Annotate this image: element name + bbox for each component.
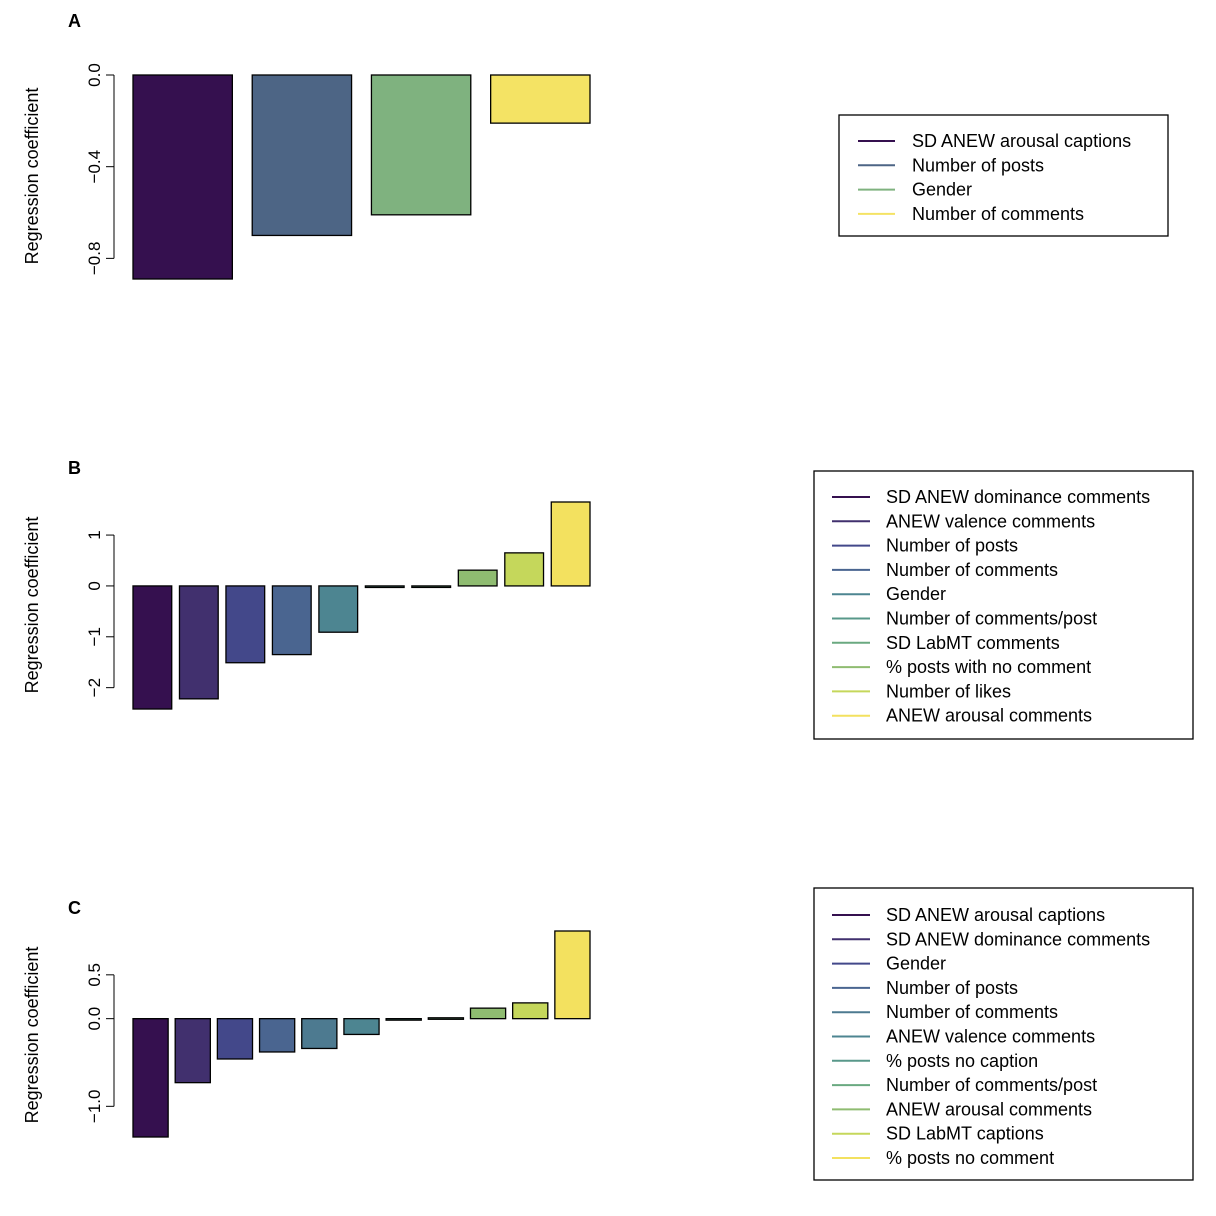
bar-8 [427,1017,465,1020]
legend-label: SD ANEW dominance comments [886,487,1150,507]
legend-label: Number of comments [912,204,1084,224]
y-tick-label: 0.0 [85,63,104,87]
panel-letter: C [68,898,81,918]
bar-3 [370,74,472,216]
bar-3 [216,1018,254,1060]
legend-label: Number of comments/post [886,1075,1097,1095]
bar-7 [385,1018,422,1021]
bar-10 [512,1002,549,1020]
panel-letter: B [68,458,81,478]
legend-label: SD LabMT comments [886,633,1060,653]
bar-6 [364,585,405,589]
legend-label: Number of posts [912,155,1044,175]
panel-c: C Regression coefficient 0.5 0.0 −1.0 SD ANEW… [22,887,1194,1181]
bar-2 [174,1018,211,1084]
legend-label: Number of posts [886,536,1018,556]
y-tick-label: 0.5 [85,963,104,987]
bar-1 [132,1018,169,1138]
bar-5 [318,585,359,633]
legend-label: SD LabMT captions [886,1124,1044,1144]
legend: SD ANEW arousal captions SD ANEW dominanc… [813,887,1194,1181]
y-tick-label: 1 [85,530,104,539]
bar-4 [490,74,591,124]
legend-label: Number of likes [886,681,1011,701]
bar-5 [301,1018,338,1050]
panel-a: A Regression coefficient 0.0 −0.4 −0.8 SD ANE… [22,11,1169,280]
y-tick-label: −0.4 [85,150,104,184]
legend-box [813,887,1194,1181]
bar-2 [178,585,219,700]
panel-b: B Regression coefficient 1 0 −1 −2 SD ANEW dom… [22,458,1194,740]
legend-label: Number of posts [886,978,1018,998]
bar-4 [271,585,312,656]
legend-label: SD ANEW arousal captions [912,131,1131,151]
legend-label: Number of comments/post [886,609,1097,629]
y-axis-label: Regression coefficient [22,517,42,694]
panel-letter: A [68,11,81,31]
bar-7 [411,585,452,589]
bar-3 [225,585,266,664]
bar-2 [251,74,353,237]
bar-6 [343,1018,380,1036]
y-tick-label: −1 [85,627,104,646]
y-tick-label: −1.0 [85,1090,104,1124]
legend-label: % posts with no comment [886,657,1091,677]
y-tick-label: −0.8 [85,242,104,276]
legend-label: % posts no caption [886,1051,1038,1071]
y-axis-label: Regression coefficient [22,88,42,265]
y-axis-label: Regression coefficient [22,947,42,1124]
legend-box [838,114,1169,237]
legend-label: Gender [886,954,946,974]
bar-11 [554,930,591,1020]
legend-box [813,470,1194,740]
legend-label: ANEW valence comments [886,1027,1095,1047]
y-tick-label: −2 [85,678,104,697]
legend-label: ANEW valence comments [886,511,1095,531]
y-tick-label: 0.0 [85,1007,104,1031]
y-tick-label: 0 [85,581,104,590]
legend-label: SD ANEW dominance comments [886,929,1150,949]
bar-4 [258,1018,296,1053]
legend-label: Gender [912,180,972,200]
legend-label: SD ANEW arousal captions [886,905,1105,925]
bar-9 [504,552,545,587]
bar-10 [550,501,591,587]
bar-1 [132,585,173,710]
legend: SD ANEW arousal captions Number of posts G… [838,114,1169,237]
legend-label: Number of comments [886,1002,1058,1022]
bar-8 [457,569,498,587]
legend-label: Gender [886,584,946,604]
legend-label: ANEW arousal comments [886,1099,1092,1119]
bar-1 [132,74,233,280]
legend-label: ANEW arousal comments [886,706,1092,726]
legend-label: Number of comments [886,560,1058,580]
bar-9 [469,1007,507,1020]
legend-label: % posts no comment [886,1148,1054,1168]
legend: SD ANEW dominance comments ANEW valence c… [813,470,1194,740]
